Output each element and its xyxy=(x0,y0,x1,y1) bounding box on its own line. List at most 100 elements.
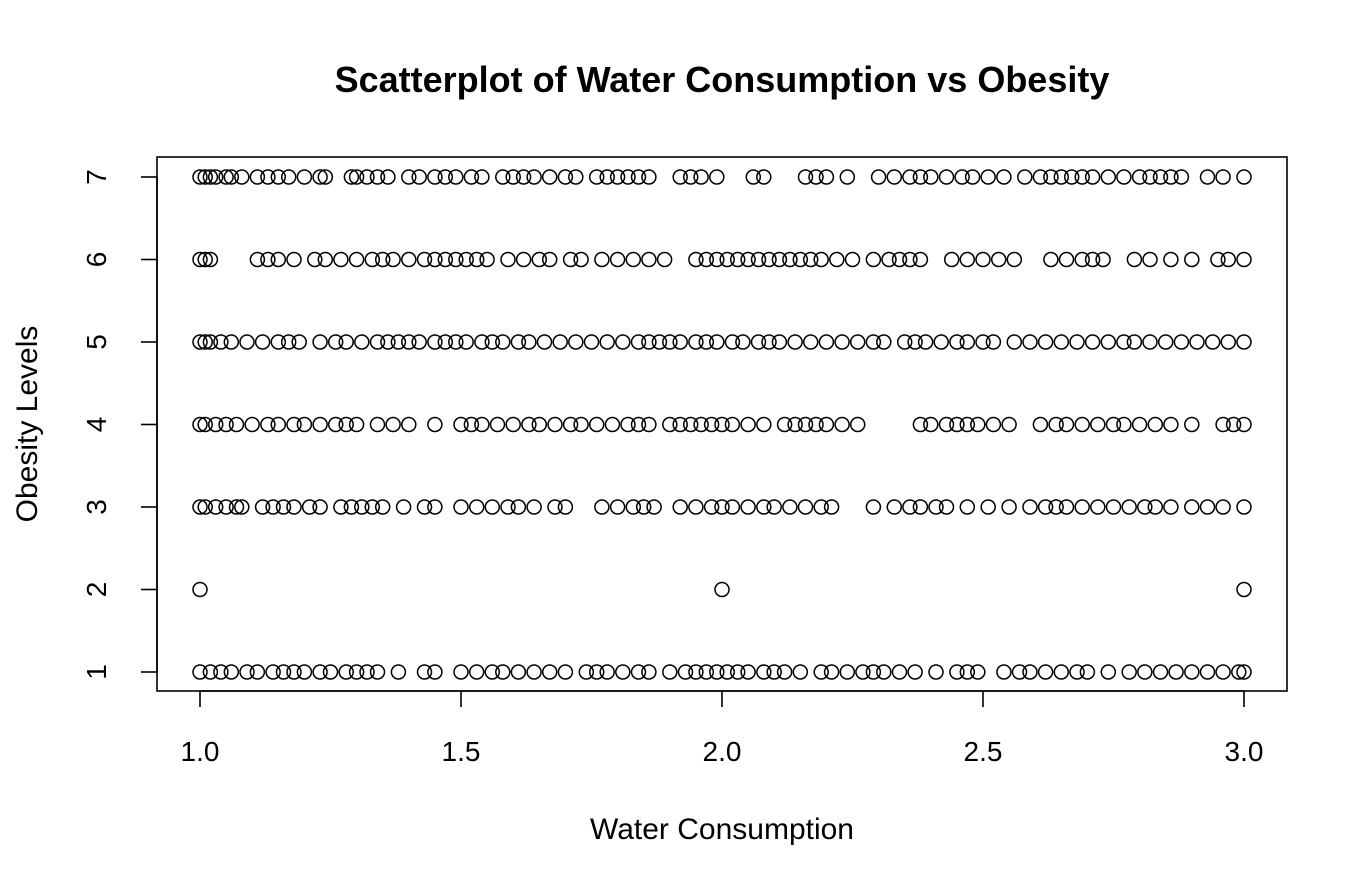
data-point xyxy=(307,251,323,268)
data-point xyxy=(369,664,386,680)
data-point xyxy=(907,664,923,680)
data-point xyxy=(1100,334,1117,350)
x-tick-label: 3.0 xyxy=(1225,736,1264,767)
y-tick-label: 5 xyxy=(81,334,112,350)
data-point xyxy=(1079,664,1096,680)
data-point xyxy=(484,664,501,680)
data-point xyxy=(630,334,647,350)
data-point xyxy=(682,169,699,185)
data-point xyxy=(599,169,615,185)
data-point xyxy=(348,169,365,185)
data-point xyxy=(374,499,391,515)
data-point xyxy=(286,499,302,515)
data-point xyxy=(1069,334,1085,350)
data-point xyxy=(510,664,527,680)
data-point xyxy=(510,499,527,515)
data-point xyxy=(495,169,511,185)
data-point xyxy=(1236,581,1252,598)
data-point xyxy=(609,169,626,185)
data-point xyxy=(1063,169,1080,185)
data-point xyxy=(938,169,955,185)
data-point xyxy=(327,334,344,350)
data-point xyxy=(672,334,688,350)
data-point xyxy=(531,251,548,268)
data-point xyxy=(427,499,443,515)
data-point xyxy=(609,251,626,268)
data-point xyxy=(521,334,537,350)
data-point xyxy=(959,334,976,350)
data-point xyxy=(437,251,454,268)
data-point xyxy=(750,251,767,268)
data-point xyxy=(1142,334,1158,350)
data-point xyxy=(709,664,725,680)
data-point xyxy=(970,664,986,680)
data-point xyxy=(239,334,255,350)
data-point xyxy=(1168,664,1184,680)
data-point xyxy=(578,664,595,680)
data-point xyxy=(1001,416,1017,433)
data-point xyxy=(1173,334,1190,350)
data-point xyxy=(474,416,490,433)
data-point xyxy=(782,499,798,515)
data-point xyxy=(902,251,918,268)
data-point xyxy=(1032,416,1049,433)
data-point xyxy=(818,416,835,433)
data-point xyxy=(844,251,861,268)
data-point xyxy=(750,334,767,350)
data-point xyxy=(1053,169,1070,185)
data-point xyxy=(719,251,735,268)
data-point xyxy=(604,416,621,433)
data-point xyxy=(980,499,996,515)
data-point xyxy=(1011,664,1028,680)
data-point xyxy=(990,251,1007,268)
data-point xyxy=(296,664,313,680)
data-point xyxy=(218,169,234,185)
data-point xyxy=(286,251,302,268)
data-point xyxy=(260,416,276,433)
data-point xyxy=(1090,416,1106,433)
data-point xyxy=(943,251,960,268)
data-point xyxy=(1006,334,1023,350)
data-point xyxy=(411,169,427,185)
data-point xyxy=(1022,499,1038,515)
data-point xyxy=(1001,499,1017,515)
data-point xyxy=(557,499,574,515)
data-point xyxy=(395,499,412,515)
data-point xyxy=(797,169,814,185)
data-point xyxy=(907,334,923,350)
data-point xyxy=(249,664,266,680)
data-point xyxy=(787,416,803,433)
data-point xyxy=(495,664,511,680)
data-point xyxy=(489,416,506,433)
data-point xyxy=(479,251,495,268)
data-point xyxy=(401,169,417,185)
data-point xyxy=(1199,664,1216,680)
data-point xyxy=(374,251,391,268)
data-point xyxy=(463,169,480,185)
data-point xyxy=(260,251,276,268)
data-point xyxy=(541,169,558,185)
data-point xyxy=(756,169,772,185)
data-point xyxy=(234,169,250,185)
data-point xyxy=(369,416,386,433)
data-point xyxy=(1210,251,1226,268)
data-point xyxy=(552,334,568,350)
data-point xyxy=(662,416,678,433)
data-point xyxy=(662,664,678,680)
data-point xyxy=(849,416,866,433)
data-point xyxy=(192,334,208,350)
data-point xyxy=(390,334,407,350)
data-point xyxy=(1142,251,1158,268)
data-point xyxy=(484,499,501,515)
data-point xyxy=(562,416,579,433)
data-point xyxy=(244,416,260,433)
data-point xyxy=(688,251,704,268)
data-point xyxy=(672,416,688,433)
data-point xyxy=(928,499,944,515)
data-point xyxy=(756,416,772,433)
data-point xyxy=(1199,499,1216,515)
data-point xyxy=(1084,334,1101,350)
data-point xyxy=(1084,169,1101,185)
data-point xyxy=(996,169,1012,185)
data-point xyxy=(1137,664,1153,680)
